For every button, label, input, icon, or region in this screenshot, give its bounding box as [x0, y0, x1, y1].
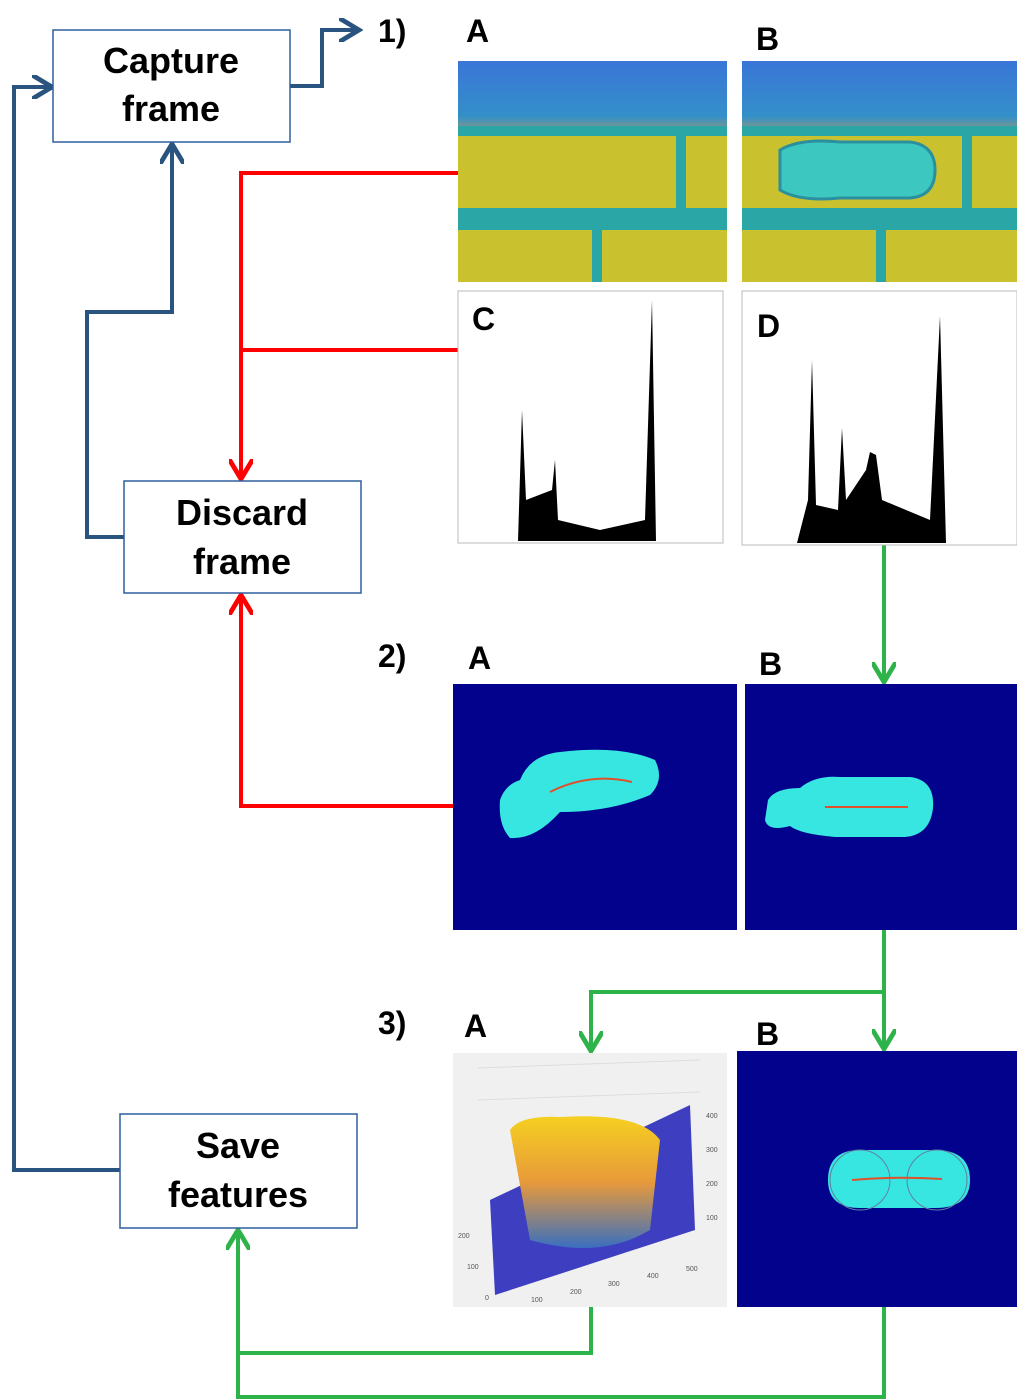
node-label: frame	[122, 88, 220, 129]
step-label: 3)	[378, 1005, 406, 1041]
panel-label: D	[757, 308, 780, 344]
tick-label: 500	[686, 1266, 698, 1273]
node-label: Capture	[103, 40, 239, 81]
tick-label: 300	[608, 1281, 620, 1288]
panel-label: A	[468, 640, 491, 676]
flow-diagram: Capture frame Discard frame Save feature…	[0, 0, 1017, 1399]
tick-label: 300	[706, 1147, 718, 1154]
tick-label: 400	[647, 1273, 659, 1280]
mask-a	[453, 684, 737, 930]
surface-plot: 400 300 200 100 100 200 300 400 500 200 …	[453, 1053, 727, 1307]
tick-label: 200	[458, 1233, 470, 1240]
discard-node: Discard frame	[124, 481, 361, 593]
tick-label: 100	[467, 1264, 479, 1271]
capture-node: Capture frame	[53, 30, 290, 142]
depth-image-a	[458, 61, 727, 282]
step-label: 2)	[378, 638, 406, 674]
node-label: frame	[193, 541, 291, 582]
tick-label: 100	[531, 1297, 543, 1304]
panel-label: C	[472, 301, 495, 337]
node-label: Discard	[176, 492, 308, 533]
panel-label: A	[464, 1008, 487, 1044]
panel-label: B	[759, 646, 782, 682]
histogram-d	[742, 291, 1017, 545]
step-label: 1)	[378, 13, 406, 49]
panel-label: A	[466, 13, 489, 49]
save-node: Save features	[120, 1114, 357, 1228]
tick-label: 100	[706, 1215, 718, 1222]
tick-label: 200	[706, 1181, 718, 1188]
tick-label: 400	[706, 1113, 718, 1120]
node-label: Save	[196, 1125, 280, 1166]
panel-label: B	[756, 21, 779, 57]
panel-label: B	[756, 1016, 779, 1052]
mask-fit	[737, 1051, 1017, 1307]
mask-b	[745, 684, 1017, 930]
depth-image-b	[742, 61, 1017, 282]
node-label: features	[168, 1174, 308, 1215]
histogram-c	[458, 291, 723, 543]
tick-label: 0	[485, 1295, 489, 1302]
tick-label: 200	[570, 1289, 582, 1296]
